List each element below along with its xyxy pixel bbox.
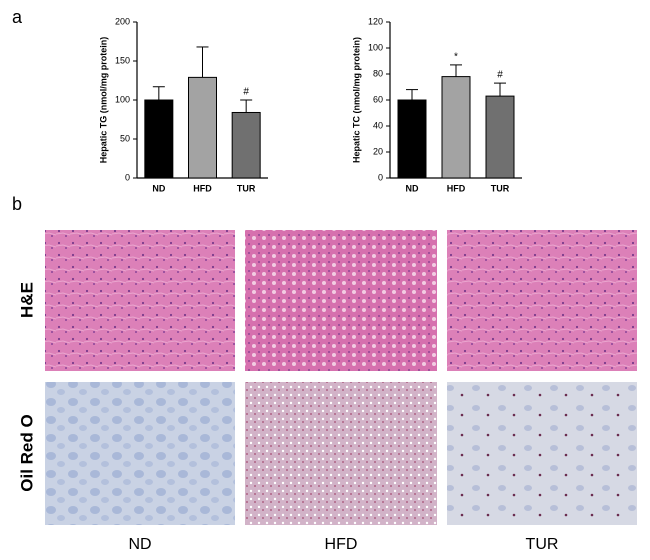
micrograph xyxy=(245,230,437,371)
y-tick-label: 50 xyxy=(120,133,130,143)
y-tick-label: 100 xyxy=(368,42,383,52)
y-tick-label: 40 xyxy=(373,120,383,130)
x-tick-label: ND xyxy=(406,183,419,193)
column-label: HFD xyxy=(325,536,358,553)
y-tick-label: 0 xyxy=(378,172,383,182)
panel-label: b xyxy=(12,194,22,214)
micrograph xyxy=(447,230,637,371)
x-tick-label: TUR xyxy=(237,183,256,193)
y-tick-label: 80 xyxy=(373,68,383,78)
micrograph xyxy=(45,230,235,371)
x-tick-label: HFD xyxy=(447,183,466,193)
significance-mark: # xyxy=(497,70,503,81)
column-label: ND xyxy=(128,536,151,553)
y-tick-label: 0 xyxy=(125,172,130,182)
panel-label: a xyxy=(12,7,23,27)
y-tick-label: 20 xyxy=(373,146,383,156)
x-tick-label: HFD xyxy=(193,183,212,193)
significance-mark: * xyxy=(454,52,458,63)
significance-mark: # xyxy=(243,87,249,98)
micrograph xyxy=(45,382,235,525)
row-label: H&E xyxy=(17,282,36,318)
micrograph xyxy=(447,382,637,525)
bar xyxy=(188,76,217,179)
y-tick-label: 200 xyxy=(115,16,130,26)
bar xyxy=(441,76,471,179)
column-label: TUR xyxy=(526,536,559,553)
x-tick-label: TUR xyxy=(491,183,510,193)
y-tick-label: 100 xyxy=(115,94,130,104)
y-tick-label: 150 xyxy=(115,55,130,65)
bar xyxy=(397,99,427,179)
y-axis-label: Hepatic TG (nmol/mg protein) xyxy=(98,37,108,164)
row-label: Oil Red O xyxy=(17,414,36,491)
bar xyxy=(231,111,261,179)
bar xyxy=(144,99,174,179)
y-tick-label: 120 xyxy=(368,16,383,26)
y-tick-label: 60 xyxy=(373,94,383,104)
x-tick-label: ND xyxy=(152,183,165,193)
y-axis-label: Hepatic TC (nmol/mg protein) xyxy=(351,37,361,163)
bar xyxy=(485,95,515,179)
micrograph xyxy=(245,382,437,525)
